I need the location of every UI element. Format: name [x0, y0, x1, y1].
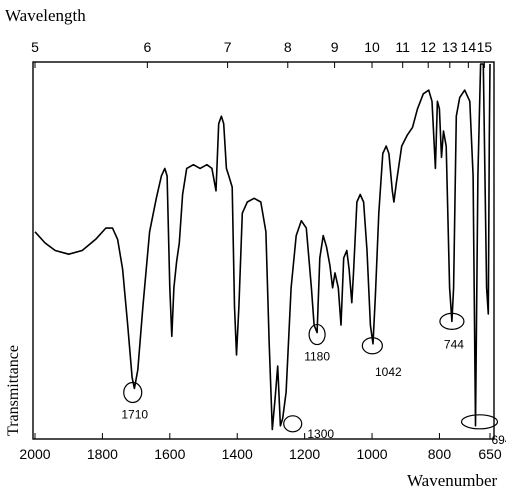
bottom-tick-label: 1600 — [154, 446, 185, 462]
peak-annotation-label: 1180 — [304, 350, 330, 364]
bottom-tick-label: 1400 — [222, 446, 253, 462]
peak-annotation-label: 1710 — [121, 408, 148, 422]
bottom-tick-label: 2000 — [19, 446, 50, 462]
top-tick-label: 7 — [224, 39, 232, 55]
plot-frame — [32, 61, 495, 440]
peak-marker-ellipse — [460, 414, 499, 430]
peak-marker-ellipse — [283, 415, 303, 433]
top-tick-label: 10 — [364, 39, 380, 55]
peak-annotations: 1710 1300 1180 1042 744 694 — [121, 312, 506, 447]
peak-marker-ellipse — [123, 381, 143, 404]
bottom-tick-label: 650 — [478, 446, 502, 462]
bottom-tick-label: 1800 — [87, 446, 118, 462]
peak-annotation-label: 694 — [491, 433, 506, 447]
top-axis-ticks: 5 6 7 8 9 10 11 12 13 14 15 — [31, 39, 492, 68]
bottom-tick-label: 1000 — [356, 446, 387, 462]
top-tick-label: 9 — [331, 39, 339, 55]
peak-marker-ellipse — [308, 323, 326, 346]
top-tick-label: 15 — [477, 39, 493, 55]
peak-annotation-label: 1042 — [375, 365, 402, 379]
top-tick-label: 14 — [461, 39, 477, 55]
top-tick-label: 6 — [143, 39, 151, 55]
bottom-tick-label: 800 — [428, 446, 452, 462]
y-axis-label: Transmittance — [5, 345, 22, 436]
peak-annotation-label: 1300 — [307, 427, 334, 441]
peak-marker-ellipse — [439, 312, 465, 330]
top-tick-label: 5 — [31, 39, 39, 55]
top-tick-label: 11 — [395, 39, 410, 55]
peak-marker-ellipse — [361, 337, 383, 355]
top-tick-label: 12 — [420, 39, 436, 55]
peak-annotation-label: 744 — [444, 337, 464, 351]
spectrum-series-line — [34, 63, 491, 431]
top-axis-label: Wavelength — [5, 6, 86, 25]
bottom-axis-ticks: 2000 1800 1600 1400 1200 1000 800 650 — [19, 433, 502, 462]
bottom-tick-label: 1200 — [289, 446, 320, 462]
x-axis-label: Wavenumber — [407, 471, 498, 490]
top-tick-label: 8 — [284, 39, 292, 55]
top-tick-label: 13 — [442, 39, 458, 55]
